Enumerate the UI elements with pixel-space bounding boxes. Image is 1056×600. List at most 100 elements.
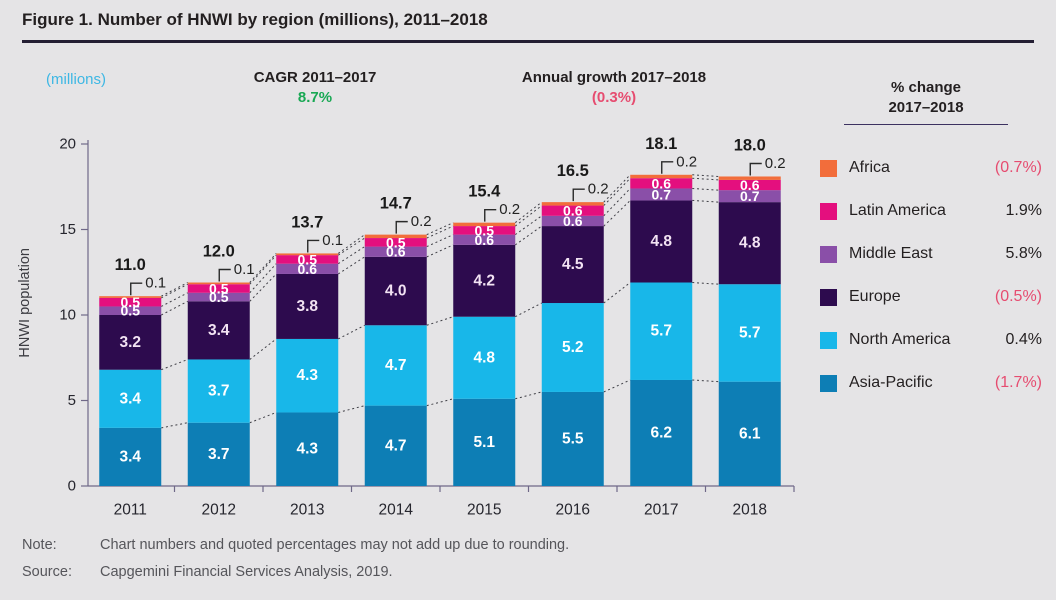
annual-growth-block: Annual growth 2017–2018 (0.3%) <box>489 68 739 108</box>
bar-segment-middle-east-2011 <box>99 306 162 315</box>
bar-segment-north-america-2018 <box>718 284 781 382</box>
segment-value-label: 0.6 <box>298 261 318 277</box>
segment-connector-line <box>514 205 543 227</box>
legend-label: Middle East <box>849 245 933 262</box>
segment-value-label: 0.5 <box>386 234 406 250</box>
segment-connector-line <box>514 225 543 246</box>
segment-connector-line <box>426 222 454 236</box>
segment-value-label: 3.4 <box>208 322 230 339</box>
segment-connector-line <box>426 225 454 239</box>
source-label: Source: <box>22 564 72 580</box>
y-tick-label: 10 <box>59 307 76 324</box>
legend-swatch <box>820 202 837 220</box>
bar-total-label: 18.0 <box>734 136 766 154</box>
segment-value-label: 0.7 <box>740 188 760 204</box>
legend-row-latin-america: Latin America 1.9% <box>820 202 1042 220</box>
x-category-label: 2018 <box>733 501 767 518</box>
callout-bracket <box>484 208 497 222</box>
legend-items: Africa (0.7%) Latin America 1.9% Middle East… <box>820 159 1042 392</box>
segment-connector-line <box>337 237 366 256</box>
segment-value-label: 0.5 <box>121 303 141 319</box>
segment-connector-line <box>249 338 277 360</box>
legend-label: North America <box>849 331 951 348</box>
bar-total-label: 14.7 <box>380 195 412 213</box>
segment-value-label: 0.6 <box>740 177 760 193</box>
segment-connector-line <box>603 188 631 217</box>
callout-bracket <box>218 268 231 282</box>
bar-segment-europe-2014 <box>364 256 427 326</box>
africa-callout-value: 0.1 <box>145 275 166 292</box>
segment-connector-line <box>692 187 719 191</box>
legend-row-middle-east: Middle East 5.8% <box>820 245 1042 263</box>
segment-connector-line <box>603 379 631 393</box>
segment-connector-line <box>692 177 719 181</box>
bar-segment-asia-pacific-2013 <box>276 412 339 486</box>
segment-value-label: 5.7 <box>739 324 761 341</box>
bar-segment-latin-america-2015 <box>453 226 516 235</box>
segment-value-label: 4.7 <box>385 437 407 454</box>
bar-segment-europe-2012 <box>187 301 250 360</box>
legend-swatch <box>820 374 837 392</box>
legend-row-europe: Europe (0.5%) <box>820 288 1042 306</box>
legend-header: % change 2017–2018 <box>844 78 1008 118</box>
bar-segment-north-america-2015 <box>453 316 516 399</box>
bar-segment-latin-america-2016 <box>541 205 604 216</box>
legend-change-value: (1.7%) <box>994 374 1042 391</box>
bar-segment-latin-america-2013 <box>276 255 339 264</box>
legend-row-north-america: North America 0.4% <box>820 331 1042 349</box>
segment-value-label: 0.5 <box>475 222 495 238</box>
bar-segment-north-america-2014 <box>364 325 427 406</box>
bar-total-label: 16.5 <box>557 162 589 180</box>
segment-connector-line <box>337 256 366 275</box>
legend-label: Latin America <box>849 202 946 219</box>
segment-value-label: 4.2 <box>473 272 495 289</box>
segment-connector-line <box>249 273 277 302</box>
segment-connector-line <box>249 253 277 283</box>
segment-value-label: 0.5 <box>298 251 318 267</box>
figure-title: Figure 1. Number of HNWI by region (mill… <box>22 10 488 29</box>
segment-value-label: 0.6 <box>563 213 583 229</box>
africa-callout-value: 0.2 <box>499 201 520 218</box>
annual-growth-label: Annual growth 2017–2018 <box>521 69 707 86</box>
segment-value-label: 6.2 <box>650 424 672 441</box>
legend-divider <box>844 124 1008 125</box>
africa-callout-value: 0.2 <box>588 181 609 198</box>
segment-value-label: 5.5 <box>562 430 584 447</box>
segment-connector-line <box>338 405 365 413</box>
cagr-value: 8.7% <box>297 89 333 106</box>
segment-connector-line <box>692 199 719 203</box>
y-tick-label: 15 <box>59 221 76 238</box>
legend-header-line2: 2017–2018 <box>888 99 964 116</box>
title-divider <box>22 40 1034 43</box>
axis-unit-label: (millions) <box>46 71 106 88</box>
bar-segment-north-america-2012 <box>187 359 250 423</box>
africa-callout-value: 0.1 <box>322 232 343 249</box>
segment-value-label: 3.4 <box>119 390 141 407</box>
legend-change-value: (0.5%) <box>994 288 1042 305</box>
segment-value-label: 0.6 <box>475 232 495 248</box>
bar-segment-europe-2016 <box>541 226 604 304</box>
bar-segment-latin-america-2014 <box>364 238 427 247</box>
source-text: Capgemini Financial Services Analysis, 2… <box>100 564 393 580</box>
africa-callout-value: 0.1 <box>234 261 255 278</box>
legend-label: Africa <box>849 159 890 176</box>
bar-segment-asia-pacific-2017 <box>630 379 693 486</box>
segment-value-label: 4.5 <box>562 256 584 273</box>
segment-value-label: 4.7 <box>385 357 407 374</box>
segment-connector-line <box>426 244 454 258</box>
segment-connector-line <box>514 201 543 224</box>
segment-value-label: 0.6 <box>386 244 406 260</box>
bar-segment-latin-america-2017 <box>630 178 693 189</box>
bar-total-label: 15.4 <box>468 183 501 201</box>
cagr-block: CAGR 2011–2017 8.7% <box>215 68 415 108</box>
segment-connector-line <box>337 246 366 265</box>
segment-connector-line <box>249 263 277 294</box>
callout-bracket <box>749 162 762 176</box>
segment-connector-line <box>161 422 188 429</box>
segment-connector-line <box>692 379 719 383</box>
bar-segment-middle-east-2017 <box>630 188 693 201</box>
segment-connector-line <box>338 324 365 340</box>
annual-growth-value: (0.3%) <box>591 89 637 106</box>
legend-header-line1: % change <box>890 79 962 96</box>
